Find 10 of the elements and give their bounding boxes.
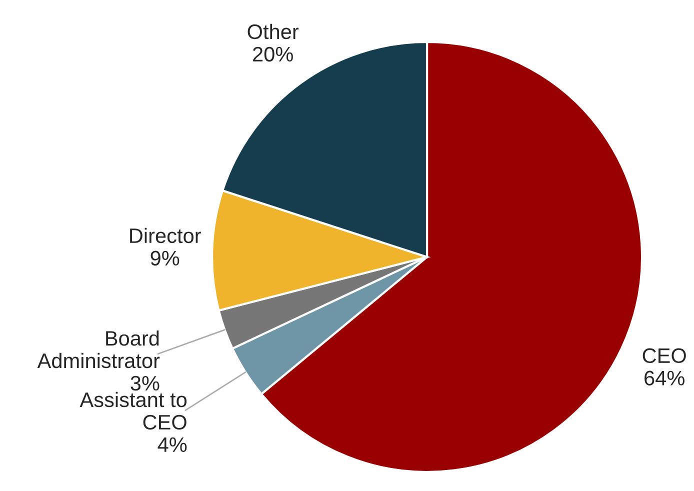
- data-label: 4%: [158, 437, 187, 452]
- data-label: 64%: [644, 370, 684, 386]
- slice-label: Board Administrator: [37, 330, 160, 368]
- slice-label: Director: [130, 228, 201, 244]
- slice-label: Other: [248, 24, 299, 40]
- data-label: 3%: [130, 376, 160, 391]
- slice-label: CEO: [642, 348, 686, 364]
- data-label: 20%: [253, 46, 293, 62]
- slice-label: Assistant to CEO: [80, 392, 187, 430]
- data-label: 9%: [150, 250, 180, 266]
